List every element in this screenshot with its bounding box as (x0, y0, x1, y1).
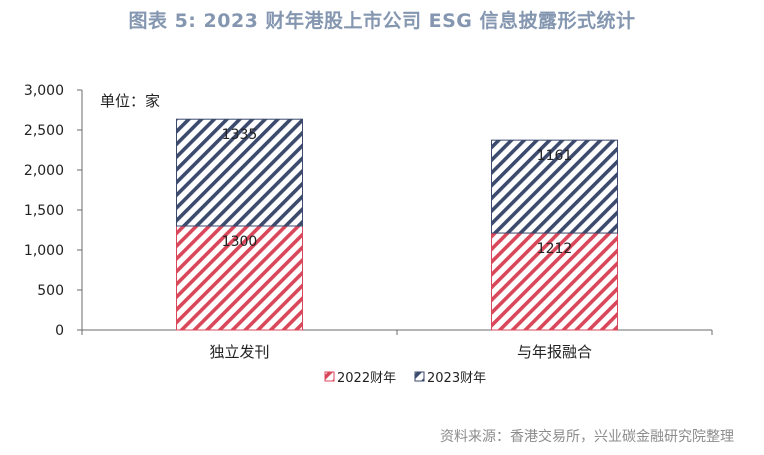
legend-swatch (324, 371, 335, 382)
bar-value-label: 1335 (222, 127, 258, 143)
bar-segment (176, 118, 303, 227)
chart-title: 图表 5: 2023 财年港股上市公司 ESG 信息披露形式统计 (128, 10, 636, 32)
y-tick-label: 2,500 (24, 123, 64, 139)
bar-value-label: 1300 (222, 234, 258, 250)
x-category-label: 独立发刊 (209, 343, 269, 361)
bar-value-label: 1161 (537, 148, 573, 164)
source-note: 资料来源：香港交易所，兴业碳金融研究院整理 (440, 429, 734, 445)
unit-note: 单位：家 (100, 92, 160, 110)
legend: 2022财年 2023财年 (324, 371, 486, 386)
legend-label: 2023财年 (427, 371, 486, 386)
x-category-label: 与年报融合 (517, 343, 592, 361)
legend-swatch (414, 371, 425, 382)
y-tick-label: 1,000 (24, 243, 64, 259)
y-tick-label: 0 (55, 323, 64, 339)
y-tick-label: 2,000 (24, 163, 64, 179)
bar-segment (491, 139, 618, 234)
legend-label: 2022财年 (337, 371, 396, 386)
y-axis: 0 500 1,000 1,500 2,000 2,500 3,000 (24, 83, 83, 339)
y-tick-label: 500 (37, 283, 64, 299)
y-tick-label: 3,000 (24, 83, 64, 99)
y-tick-label: 1,500 (24, 203, 64, 219)
bar-value-label: 1212 (537, 241, 573, 257)
